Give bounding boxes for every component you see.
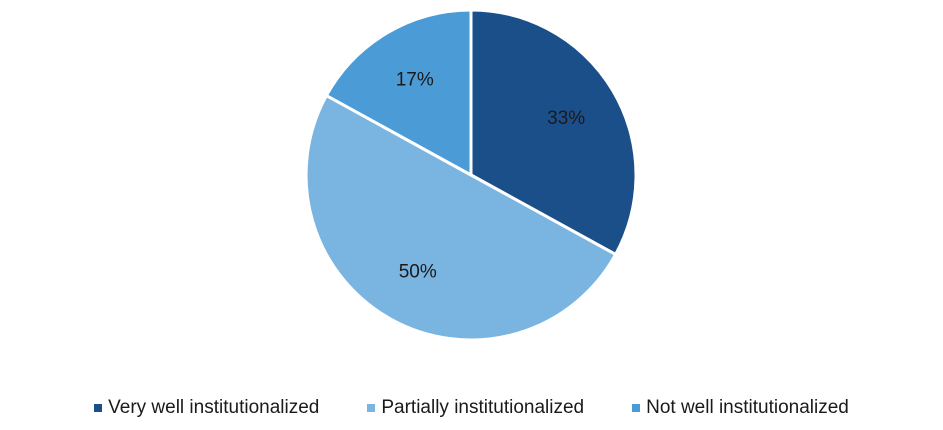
legend-swatch-not-well-institutionalized	[632, 404, 641, 412]
legend-swatch-very-well-institutionalized	[94, 404, 103, 412]
pie-chart: 33% 50% 17%	[304, 8, 638, 342]
pie-slice-partially-institutionalized	[304, 94, 618, 342]
data-label-not-well-institutionalized: 17%	[396, 69, 434, 90]
legend-item-very-well-institutionalized: Very well institutionalized	[94, 397, 319, 419]
pie-slice-not-well-institutionalized	[324, 8, 473, 177]
data-label-partially-institutionalized: 50%	[399, 261, 437, 282]
pie-labels: 33% 50% 17%	[396, 69, 586, 282]
legend-label-very-well-institutionalized: Very well institutionalized	[108, 397, 320, 418]
pie-slices	[304, 8, 638, 342]
data-label-very-well-institutionalized: 33%	[547, 108, 585, 129]
legend-item-not-well-institutionalized: Not well institutionalized	[632, 397, 849, 419]
legend-swatch-partially-institutionalized	[367, 404, 376, 412]
legend-label-partially-institutionalized: Partially institutionalized	[381, 397, 585, 418]
legend: Very well institutionalized Partially ins…	[0, 388, 943, 428]
pie-slice-very-well-institutionalized	[469, 8, 638, 256]
legend-label-not-well-institutionalized: Not well institutionalized	[646, 397, 849, 418]
legend-item-partially-institutionalized: Partially institutionalized	[367, 397, 584, 419]
